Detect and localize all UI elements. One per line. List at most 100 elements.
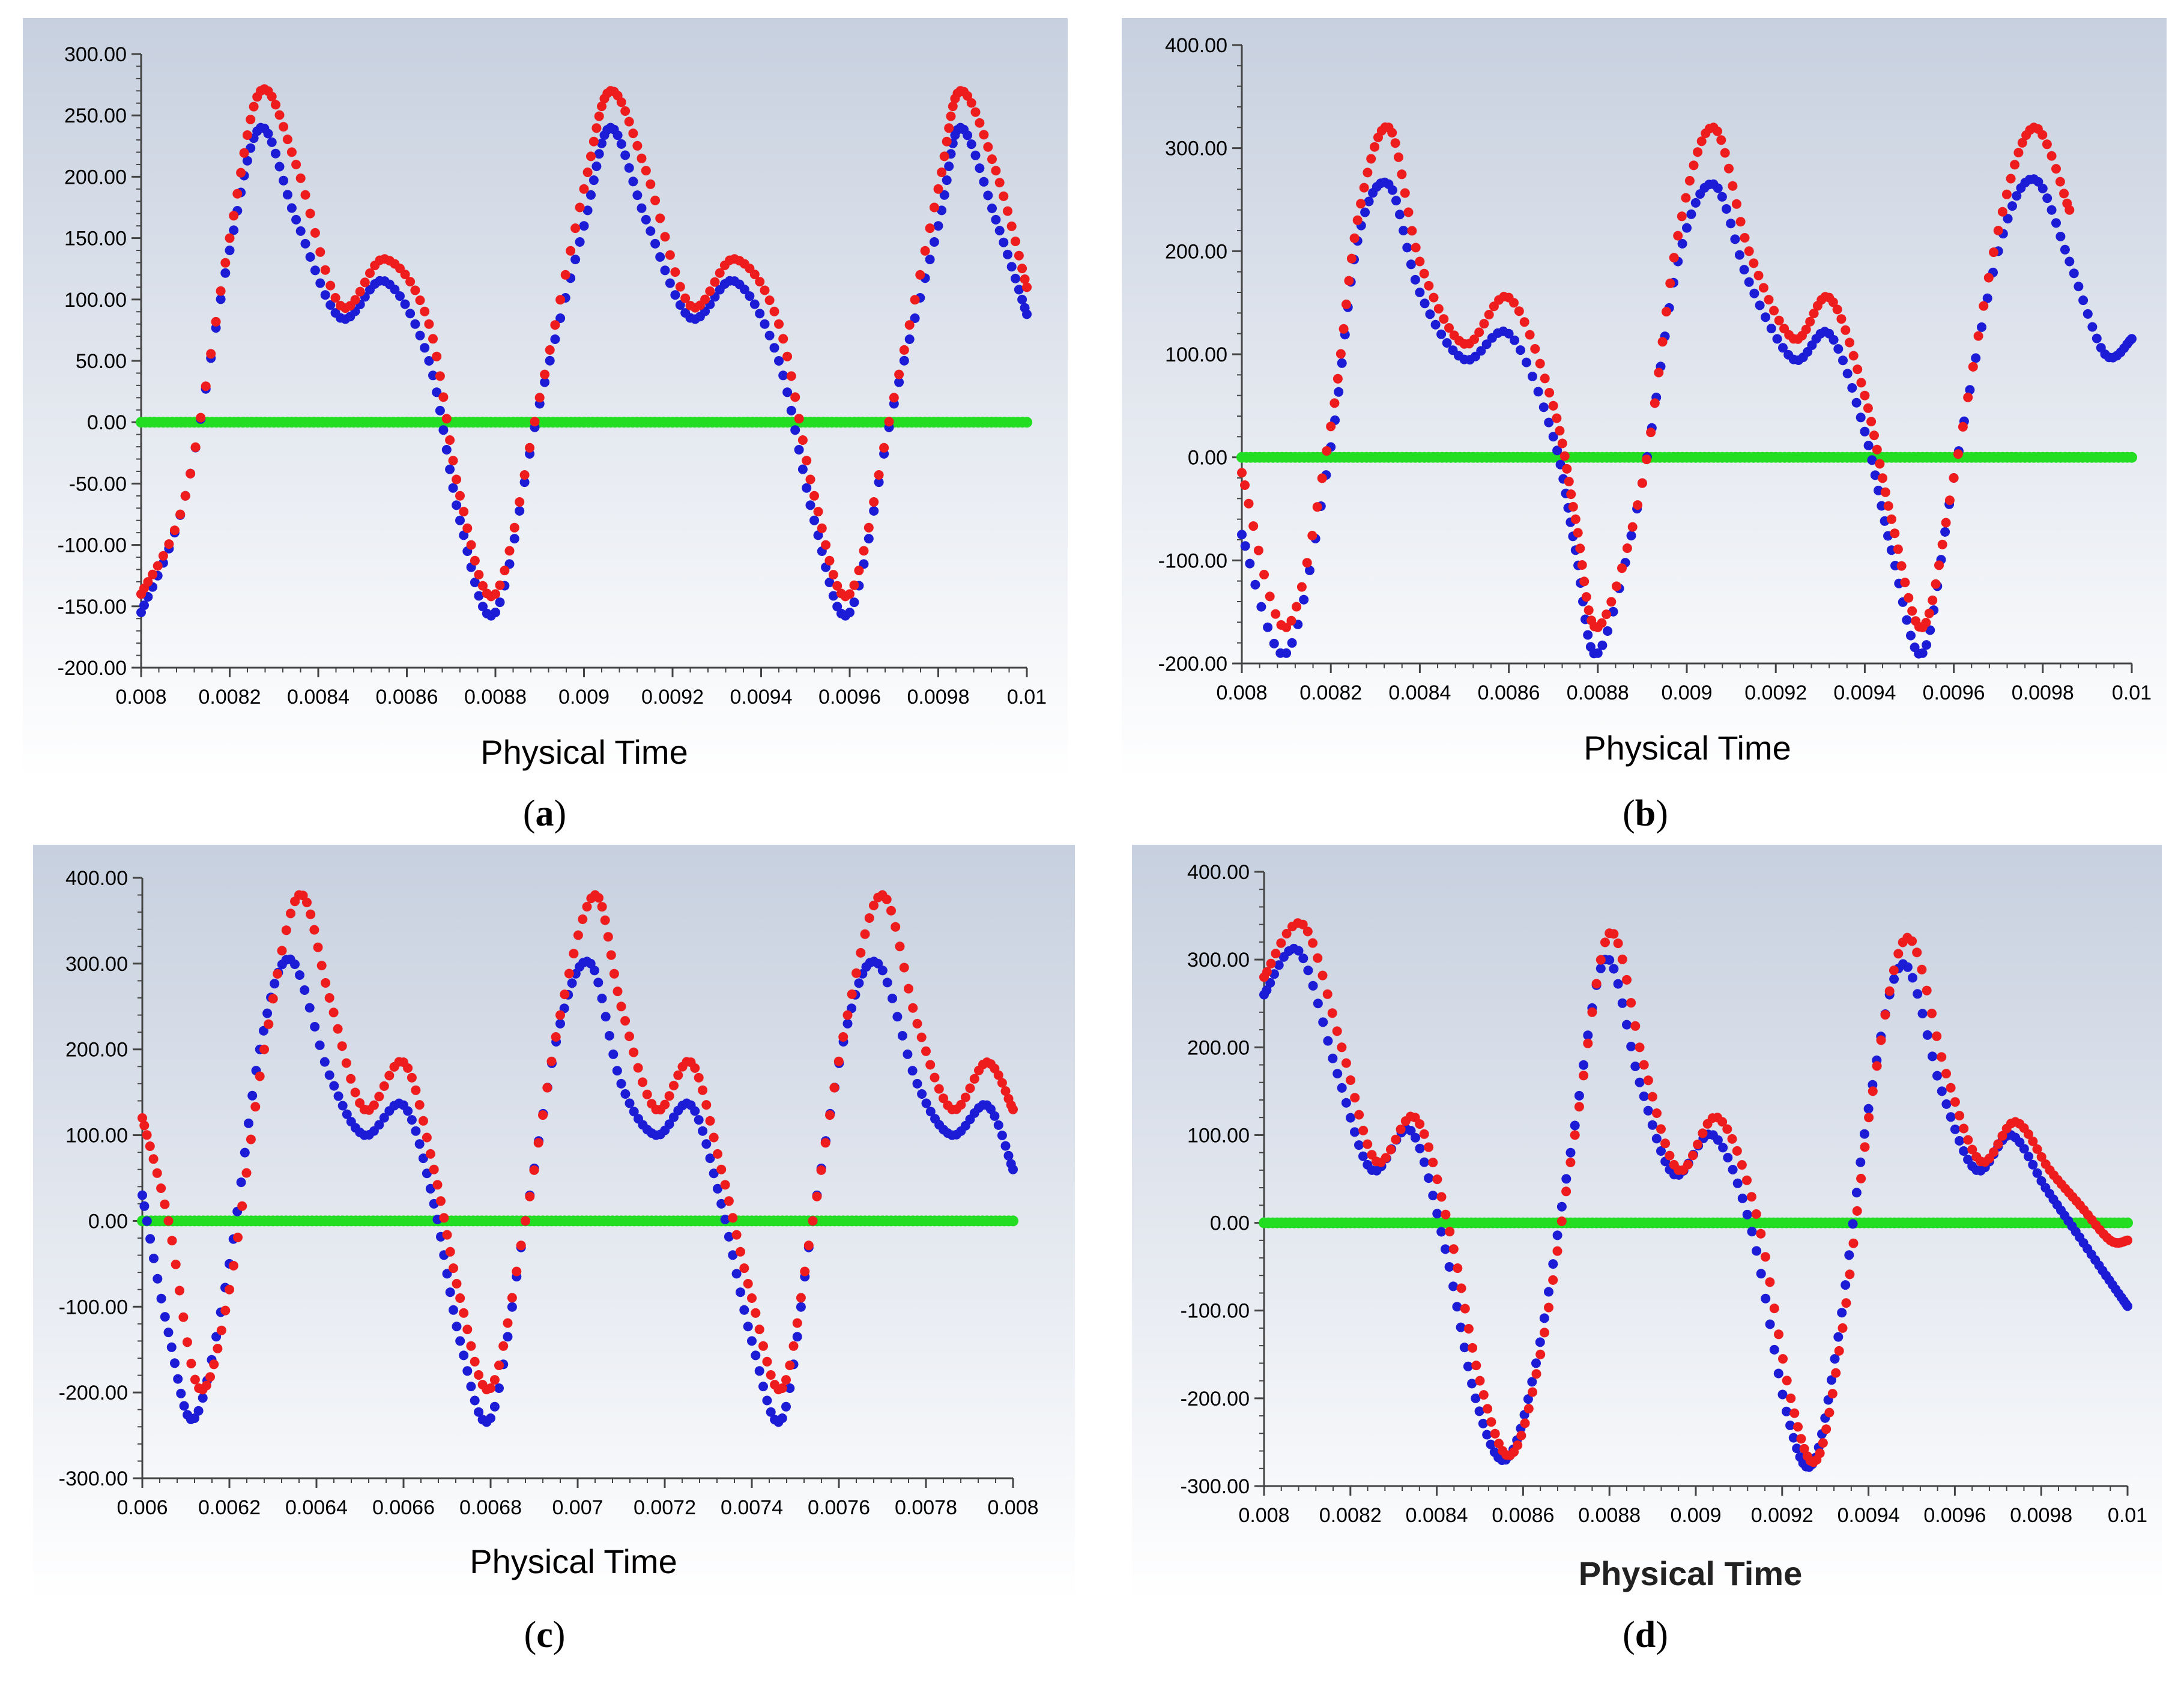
- chart-c-red-point: [664, 1091, 674, 1101]
- chart-b-blue-point: [1406, 259, 1416, 270]
- chart-d-ytick-label: 300.00: [1187, 949, 1250, 971]
- chart-d-blue-point: [1647, 1120, 1657, 1130]
- chart-c-red-point: [934, 1084, 944, 1094]
- chart-a-blue-point: [828, 591, 838, 601]
- chart-c-blue-point: [612, 1066, 622, 1076]
- chart-c-red-point: [384, 1071, 395, 1081]
- chart-c-red-point: [429, 1164, 439, 1174]
- chart-d-series-blue: [1259, 943, 2132, 1472]
- chart-a-blue-point: [555, 313, 566, 323]
- chart-c-red-point: [525, 1191, 535, 1201]
- chart-a-red-point: [879, 443, 889, 453]
- chart-a-red-point: [452, 474, 462, 485]
- chart-d-red-point: [1262, 967, 1272, 977]
- chart-c-red-point: [777, 1383, 787, 1393]
- chart-d-blue-point: [1298, 953, 1308, 964]
- chart-c-blue-point: [925, 1107, 936, 1117]
- chart-b-blue-point: [1626, 531, 1636, 541]
- chart-a-red-point: [410, 285, 420, 295]
- chart-d-blue-point: [1354, 1140, 1364, 1150]
- chart-a-red-point: [462, 523, 473, 533]
- chart-d-red-point: [1922, 985, 1932, 996]
- chart-b-red-point: [1993, 226, 2003, 235]
- chart-b-red-point: [1433, 304, 1444, 314]
- chart-b-blue-point: [2003, 214, 2013, 224]
- chart-b-red-point: [1657, 337, 1668, 347]
- chart-b-red-point: [1941, 518, 1951, 528]
- chart-panel-a: 300.00 250.00 200.00 150.00 100.00 50.00 0.00 -…: [23, 18, 1068, 781]
- chart-d-blue-point: [1474, 1406, 1484, 1416]
- chart-b-blue-point: [1399, 226, 1409, 235]
- chart-b-blue-point: [1842, 369, 1853, 379]
- chart-b-red-point: [1259, 570, 1269, 579]
- chart-d-ytick-label: -300.00: [1181, 1475, 1250, 1498]
- chart-d-blue-point: [1841, 1280, 1851, 1290]
- chart-d-red-point: [1912, 947, 1922, 958]
- chart-c-red-point: [533, 1138, 543, 1148]
- chart-d-red-point: [1868, 1086, 1878, 1096]
- chart-d-red-point: [1308, 938, 1318, 948]
- chart-b-red-point: [1281, 622, 1292, 632]
- chart-b-red-point: [1878, 473, 1887, 483]
- chart-b-xtick-label: 0.0086: [1478, 681, 1540, 704]
- chart-a-blue-point: [320, 290, 330, 300]
- chart-a-red-point: [504, 546, 515, 556]
- chart-b-red-point: [1860, 390, 1870, 400]
- chart-c-red-point: [152, 1168, 162, 1178]
- chart-c-red-point: [921, 1046, 931, 1056]
- chart-a-red-point: [963, 91, 973, 101]
- chart-c-red-point: [538, 1110, 548, 1120]
- chart-c-red-point: [182, 1337, 192, 1347]
- chart-a-blue-point: [939, 190, 949, 200]
- chart-a-red-point: [560, 270, 570, 280]
- chart-a-red-point: [948, 101, 958, 112]
- chart-d-blue-point: [1848, 1219, 1858, 1229]
- chart-b-red-point: [1856, 378, 1866, 388]
- chart-d-red-point: [1746, 1192, 1756, 1202]
- chart-d-red-point: [1613, 938, 1623, 949]
- chart-a-red-point: [428, 334, 438, 344]
- chart-d-blue-point: [1643, 1105, 1653, 1116]
- chart-d-blue-point: [1323, 1036, 1333, 1046]
- chart-d-blue-point: [1262, 985, 1272, 996]
- chart-b-blue-point: [1269, 638, 1279, 648]
- chart-c-blue-point: [921, 1098, 931, 1108]
- chart-c-blue-point: [877, 965, 888, 976]
- chart-b-blue-point: [1504, 328, 1514, 339]
- chart-b-xtick-label: 0.009: [1661, 681, 1712, 704]
- chart-b-blue-point: [1387, 185, 1397, 195]
- chart-b-blue-point: [1766, 324, 1776, 334]
- chart-d-blue-point: [1328, 1053, 1338, 1063]
- chart-d-red-point: [1950, 1097, 1960, 1107]
- chart-a-blue-point: [405, 309, 416, 319]
- chart-b-red-point: [1809, 309, 1819, 318]
- chart-b-blue-point: [1847, 383, 1857, 393]
- chart-c-red-point: [452, 1279, 462, 1289]
- chart-a-blue-point: [755, 309, 765, 319]
- chart-a-red-point: [700, 294, 710, 304]
- caption-d: (d): [1623, 1615, 1668, 1655]
- chart-c-blue-point: [990, 1111, 1000, 1121]
- chart-c-red-point: [660, 1099, 670, 1110]
- chart-d-red-point: [1630, 1021, 1641, 1031]
- chart-b-red-point: [1584, 605, 1594, 615]
- chart-b-red-point: [1937, 539, 1947, 549]
- chart-d-blue-point: [1908, 973, 1917, 983]
- chart-b-red-point: [1627, 522, 1638, 532]
- chart-b-blue-point: [2065, 256, 2075, 267]
- chart-d-blue-point: [1544, 1287, 1553, 1297]
- chart-b-red-point: [1681, 193, 1691, 203]
- chart-a-series-red: [136, 84, 1032, 602]
- chart-d-blue-point: [1313, 999, 1323, 1009]
- chart-b-blue-point: [2087, 322, 2098, 332]
- chart-b-red-point: [1828, 297, 1838, 307]
- chart-a-red-point: [966, 98, 976, 108]
- chart-d-red-point: [1917, 964, 1927, 974]
- chart-b-xtick-label: 0.008: [1216, 681, 1267, 704]
- chart-c-blue-point: [474, 1407, 484, 1417]
- chart-b-blue-point: [1364, 196, 1374, 207]
- chart-c-red-point: [407, 1072, 417, 1083]
- chart-d-red-point: [1317, 970, 1328, 980]
- chart-b-blue-point: [1544, 417, 1554, 428]
- chart-a-blue-point: [670, 290, 680, 300]
